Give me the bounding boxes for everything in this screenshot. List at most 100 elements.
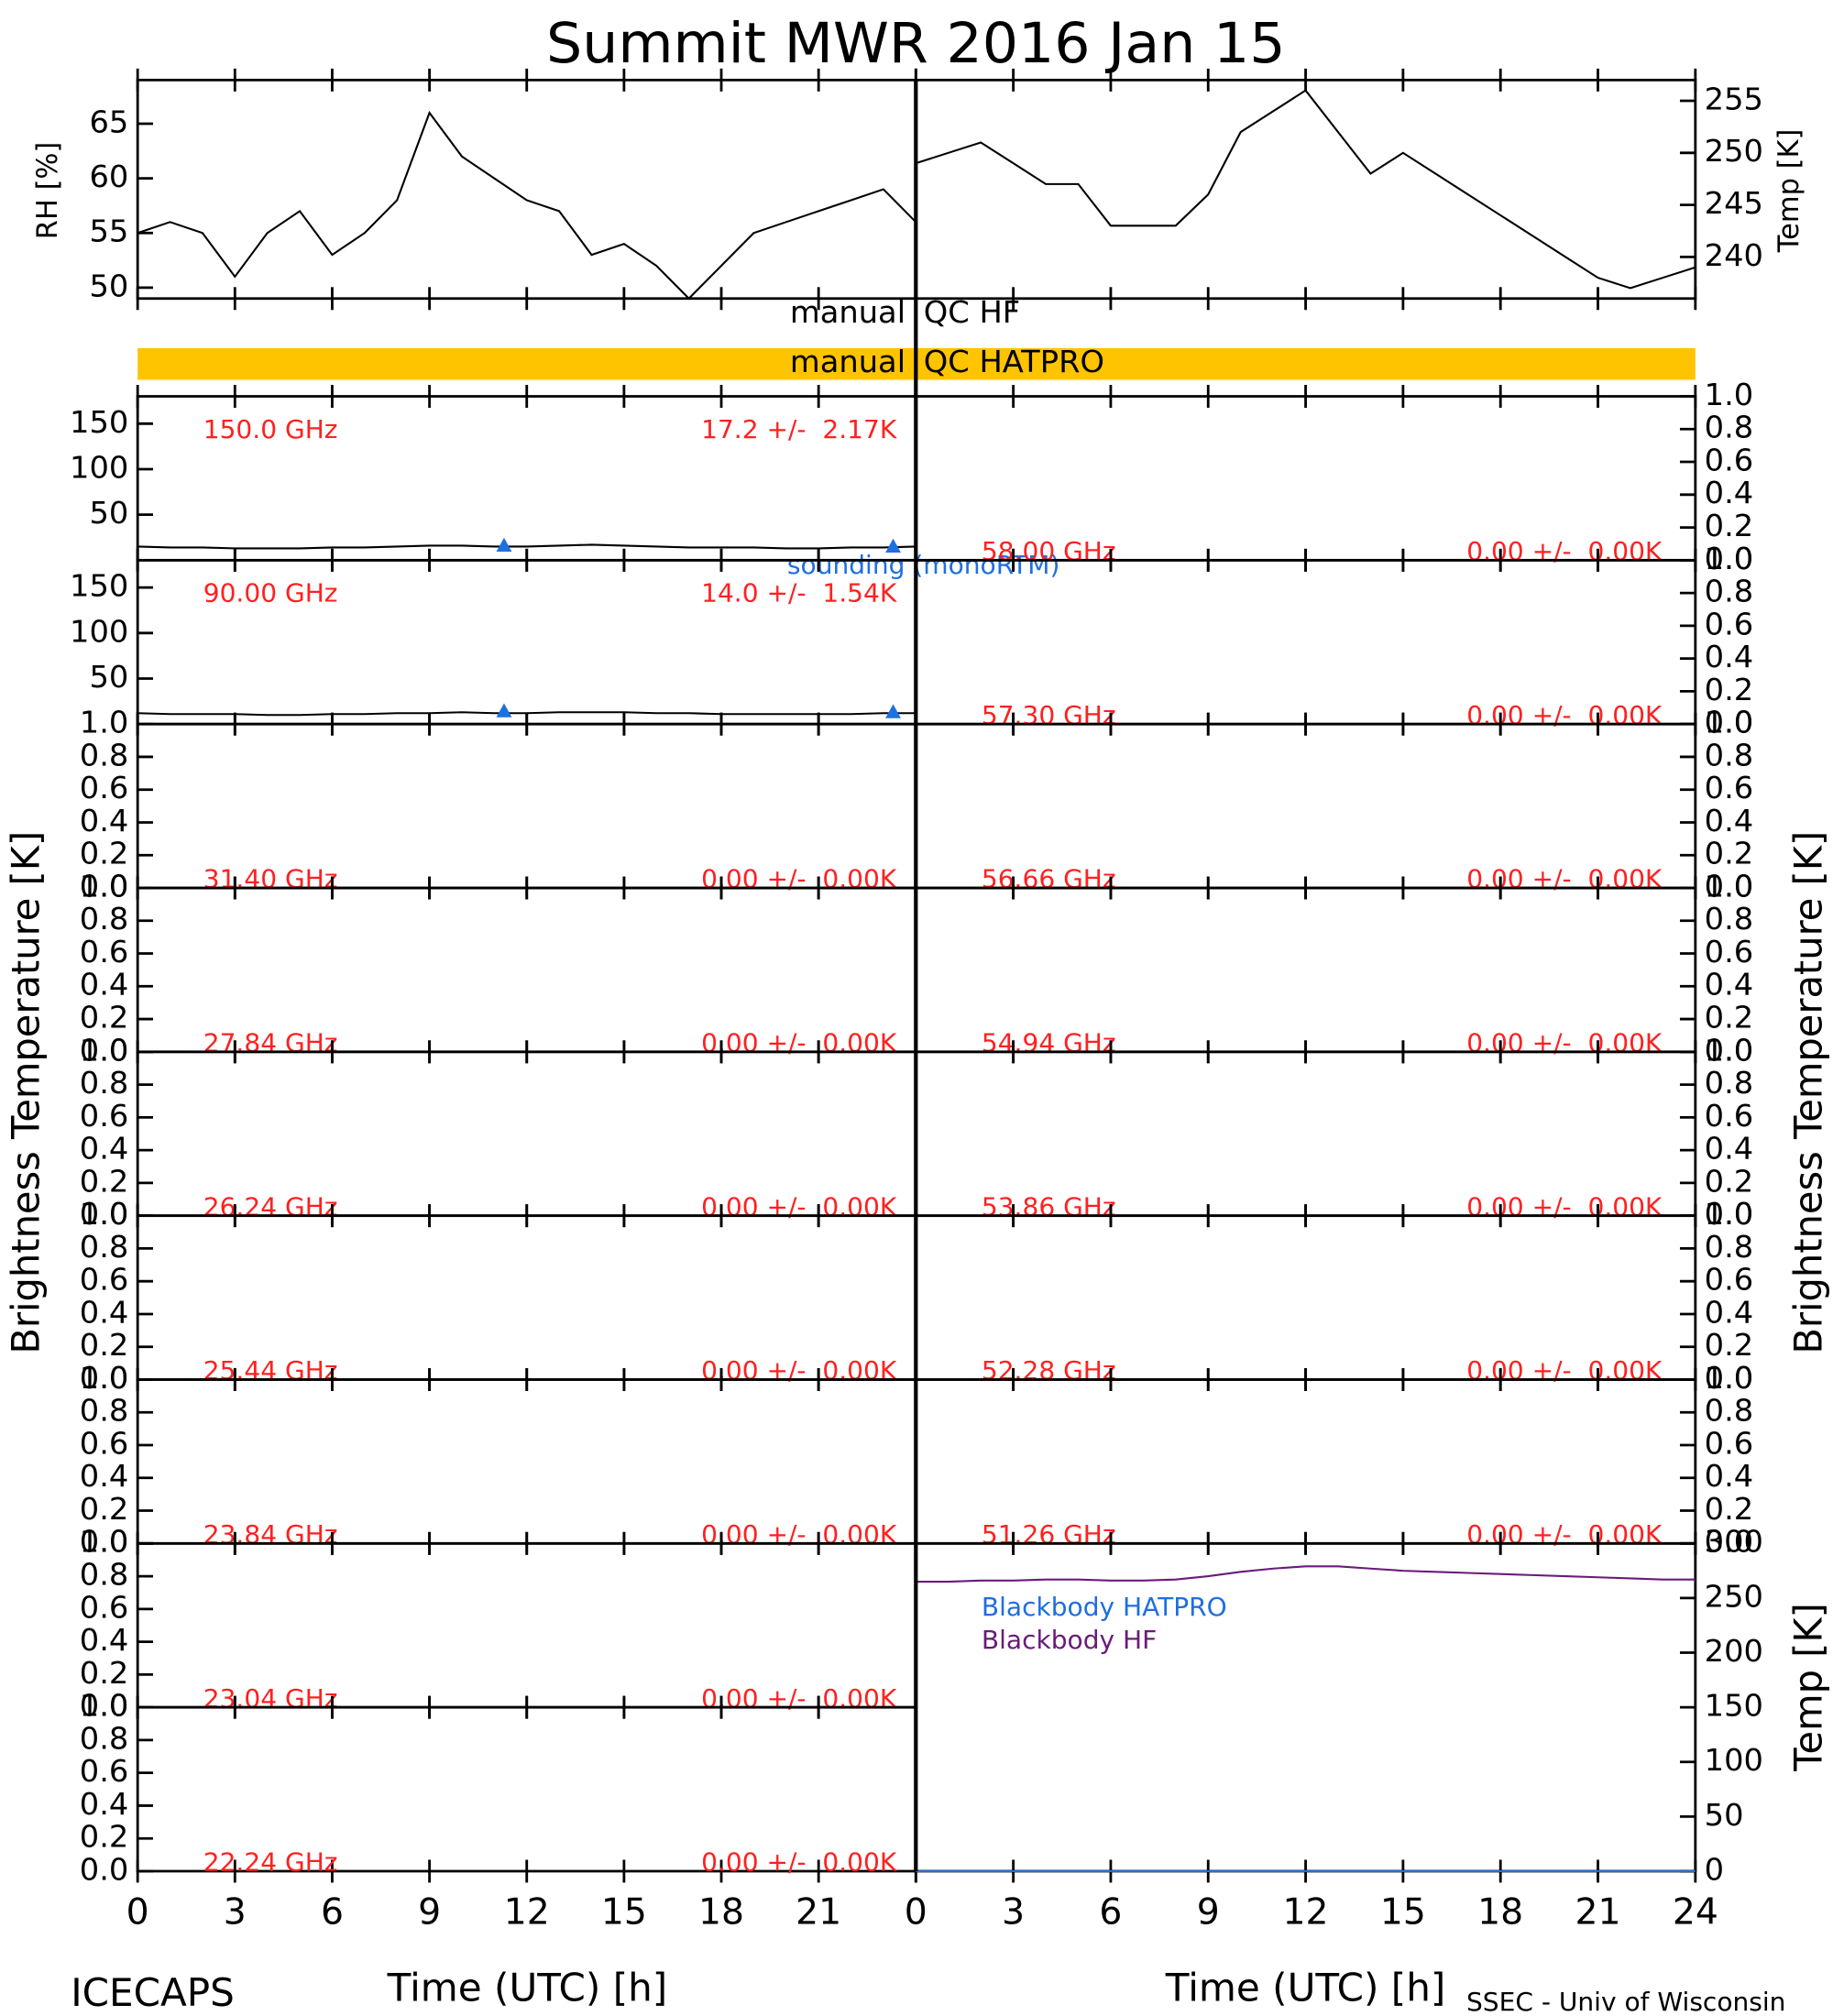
plot-frame — [136, 78, 917, 301]
sounding-marker — [885, 704, 901, 718]
y-tick-label: 1.0 — [80, 869, 129, 904]
x-tick-label: 9 — [418, 1892, 441, 1934]
stats-label: 0.00 +/- 0.00K — [701, 1028, 897, 1058]
y-tick-label: 0.8 — [1705, 738, 1754, 773]
y-tick-label: 0.0 — [80, 1852, 129, 1888]
stats-label: 17.2 +/- 2.17K — [701, 414, 897, 444]
y-tick-label: 300 — [1705, 1524, 1763, 1560]
y-tick-label: 200 — [1705, 1633, 1763, 1669]
y-tick-label: 0.0 — [1705, 541, 1754, 576]
y-tick-label: 0.6 — [80, 1753, 129, 1789]
frequency-label: 31.40 GHz — [203, 864, 338, 894]
x-axis-label: Time (UTC) [h] — [1165, 1966, 1446, 2011]
y-tick-label: 0.4 — [80, 1622, 129, 1658]
x-tick-label: 6 — [321, 1892, 344, 1934]
stats-label: 0.00 +/- 0.00K — [701, 1847, 897, 1878]
y-tick-label: 0.0 — [1705, 1524, 1754, 1560]
stats-label: 0.00 +/- 0.00K — [1466, 1028, 1663, 1058]
qc-label-left: manual — [790, 344, 906, 379]
footer-left: ICECAPS — [71, 1970, 235, 2015]
y-tick-label: 240 — [1705, 237, 1763, 273]
y-tick-label: 255 — [1705, 82, 1763, 117]
y-tick-label: 0.2 — [1705, 1327, 1754, 1363]
stats-label: 0.00 +/- 0.00K — [701, 1355, 897, 1386]
y-tick-label: 150 — [70, 568, 128, 604]
y-tick-label: 1.0 — [80, 1688, 129, 1724]
y-tick-label: 0.4 — [80, 1786, 129, 1822]
y-tick-label: 0.0 — [80, 1032, 129, 1068]
y-tick-label: 1.0 — [1705, 1032, 1754, 1068]
sounding-marker — [496, 703, 512, 718]
y-tick-label: 0.6 — [1705, 1426, 1754, 1462]
y-tick-label: 0.6 — [80, 1098, 129, 1134]
legend-label: Blackbody HATPRO — [982, 1592, 1227, 1622]
y-tick-label: 55 — [89, 214, 128, 249]
frequency-label: 58.00 GHz — [982, 536, 1116, 566]
stats-label: 0.00 +/- 0.00K — [1466, 1355, 1663, 1386]
y-tick-label: 60 — [89, 159, 128, 194]
frequency-label: 54.94 GHz — [982, 1028, 1116, 1058]
y-tick-label: 0.6 — [80, 934, 129, 970]
frequency-label: 25.44 GHz — [203, 1355, 338, 1386]
y-tick-label: 0.2 — [1705, 1164, 1754, 1200]
y-tick-label: 100 — [70, 613, 128, 649]
y-tick-label: 0.6 — [1705, 1098, 1754, 1134]
y-tick-label: 0.2 — [80, 1819, 129, 1855]
data-line — [916, 1565, 1696, 1583]
y-tick-label: 1.0 — [80, 1360, 129, 1396]
y-tick-label: 250 — [1705, 1579, 1763, 1615]
y-tick-label: 0.4 — [1705, 639, 1754, 674]
y-tick-label: 0.0 — [1705, 705, 1754, 740]
y-tick-label: 0.4 — [1705, 1458, 1754, 1494]
stats-label: 0.00 +/- 0.00K — [701, 1519, 897, 1550]
y-tick-label: 0.4 — [1705, 803, 1754, 838]
qc-label-left: manual — [790, 294, 906, 330]
footer-right: SSEC - Univ of Wisconsin — [1466, 1987, 1785, 2016]
data-line — [137, 110, 917, 301]
qc-label-right: QC HF — [924, 294, 1020, 330]
y-tick-label: 150 — [1705, 1688, 1763, 1724]
y-tick-label: 0.8 — [80, 901, 129, 937]
x-tick-label: 21 — [1575, 1892, 1621, 1934]
stats-label: 0.00 +/- 0.00K — [1466, 536, 1663, 566]
y-tick-label: 1.0 — [1705, 1360, 1754, 1396]
y-axis-label: Brightness Temperature [K] — [3, 831, 48, 1354]
y-tick-label: 1.0 — [1705, 1196, 1754, 1232]
frequency-label: 51.26 GHz — [982, 1519, 1116, 1550]
legend-label: Blackbody HF — [982, 1625, 1157, 1655]
y-tick-label: 0.6 — [1705, 934, 1754, 970]
x-tick-label: 12 — [1283, 1892, 1329, 1934]
sounding-marker — [496, 537, 512, 552]
y-tick-label: 50 — [1705, 1797, 1744, 1833]
data-line — [915, 89, 1696, 290]
frequency-label: 53.86 GHz — [982, 1191, 1116, 1222]
y-tick-label: 0.0 — [1705, 1360, 1754, 1396]
x-tick-label: 6 — [1099, 1892, 1122, 1934]
qc-label-right: QC HATPRO — [924, 344, 1104, 379]
y-tick-label: 0.6 — [1705, 770, 1754, 805]
x-tick-label: 24 — [1673, 1892, 1718, 1934]
x-tick-label: 18 — [1477, 1892, 1523, 1934]
stats-label: 0.00 +/- 0.00K — [1466, 1519, 1663, 1550]
frequency-label: 90.00 GHz — [203, 578, 338, 608]
x-axis-label: Time (UTC) [h] — [387, 1966, 668, 2011]
y-tick-label: 0.8 — [1705, 1393, 1754, 1429]
frequency-label: 57.30 GHz — [982, 700, 1116, 730]
y-tick-label: 1.0 — [80, 705, 129, 740]
stats-label: 0.00 +/- 0.00K — [1466, 864, 1663, 894]
frequency-label: 52.28 GHz — [982, 1355, 1116, 1386]
y-tick-label: 0.2 — [80, 1164, 129, 1200]
chart-title: Summit MWR 2016 Jan 15 — [546, 11, 1286, 76]
y-axis-label: RH [%] — [32, 142, 64, 240]
y-tick-label: 0.0 — [80, 869, 129, 904]
y-tick-label: 0.8 — [80, 1721, 129, 1757]
x-tick-label: 0 — [126, 1892, 149, 1934]
frequency-label: 22.24 GHz — [203, 1847, 338, 1878]
stats-label: 0.00 +/- 0.00K — [701, 864, 897, 894]
sounding-marker — [885, 538, 901, 553]
y-tick-label: 150 — [70, 404, 128, 440]
y-tick-label: 0.4 — [80, 1458, 129, 1494]
y-tick-label: 0.0 — [80, 1196, 129, 1232]
frequency-label: 56.66 GHz — [982, 864, 1116, 894]
